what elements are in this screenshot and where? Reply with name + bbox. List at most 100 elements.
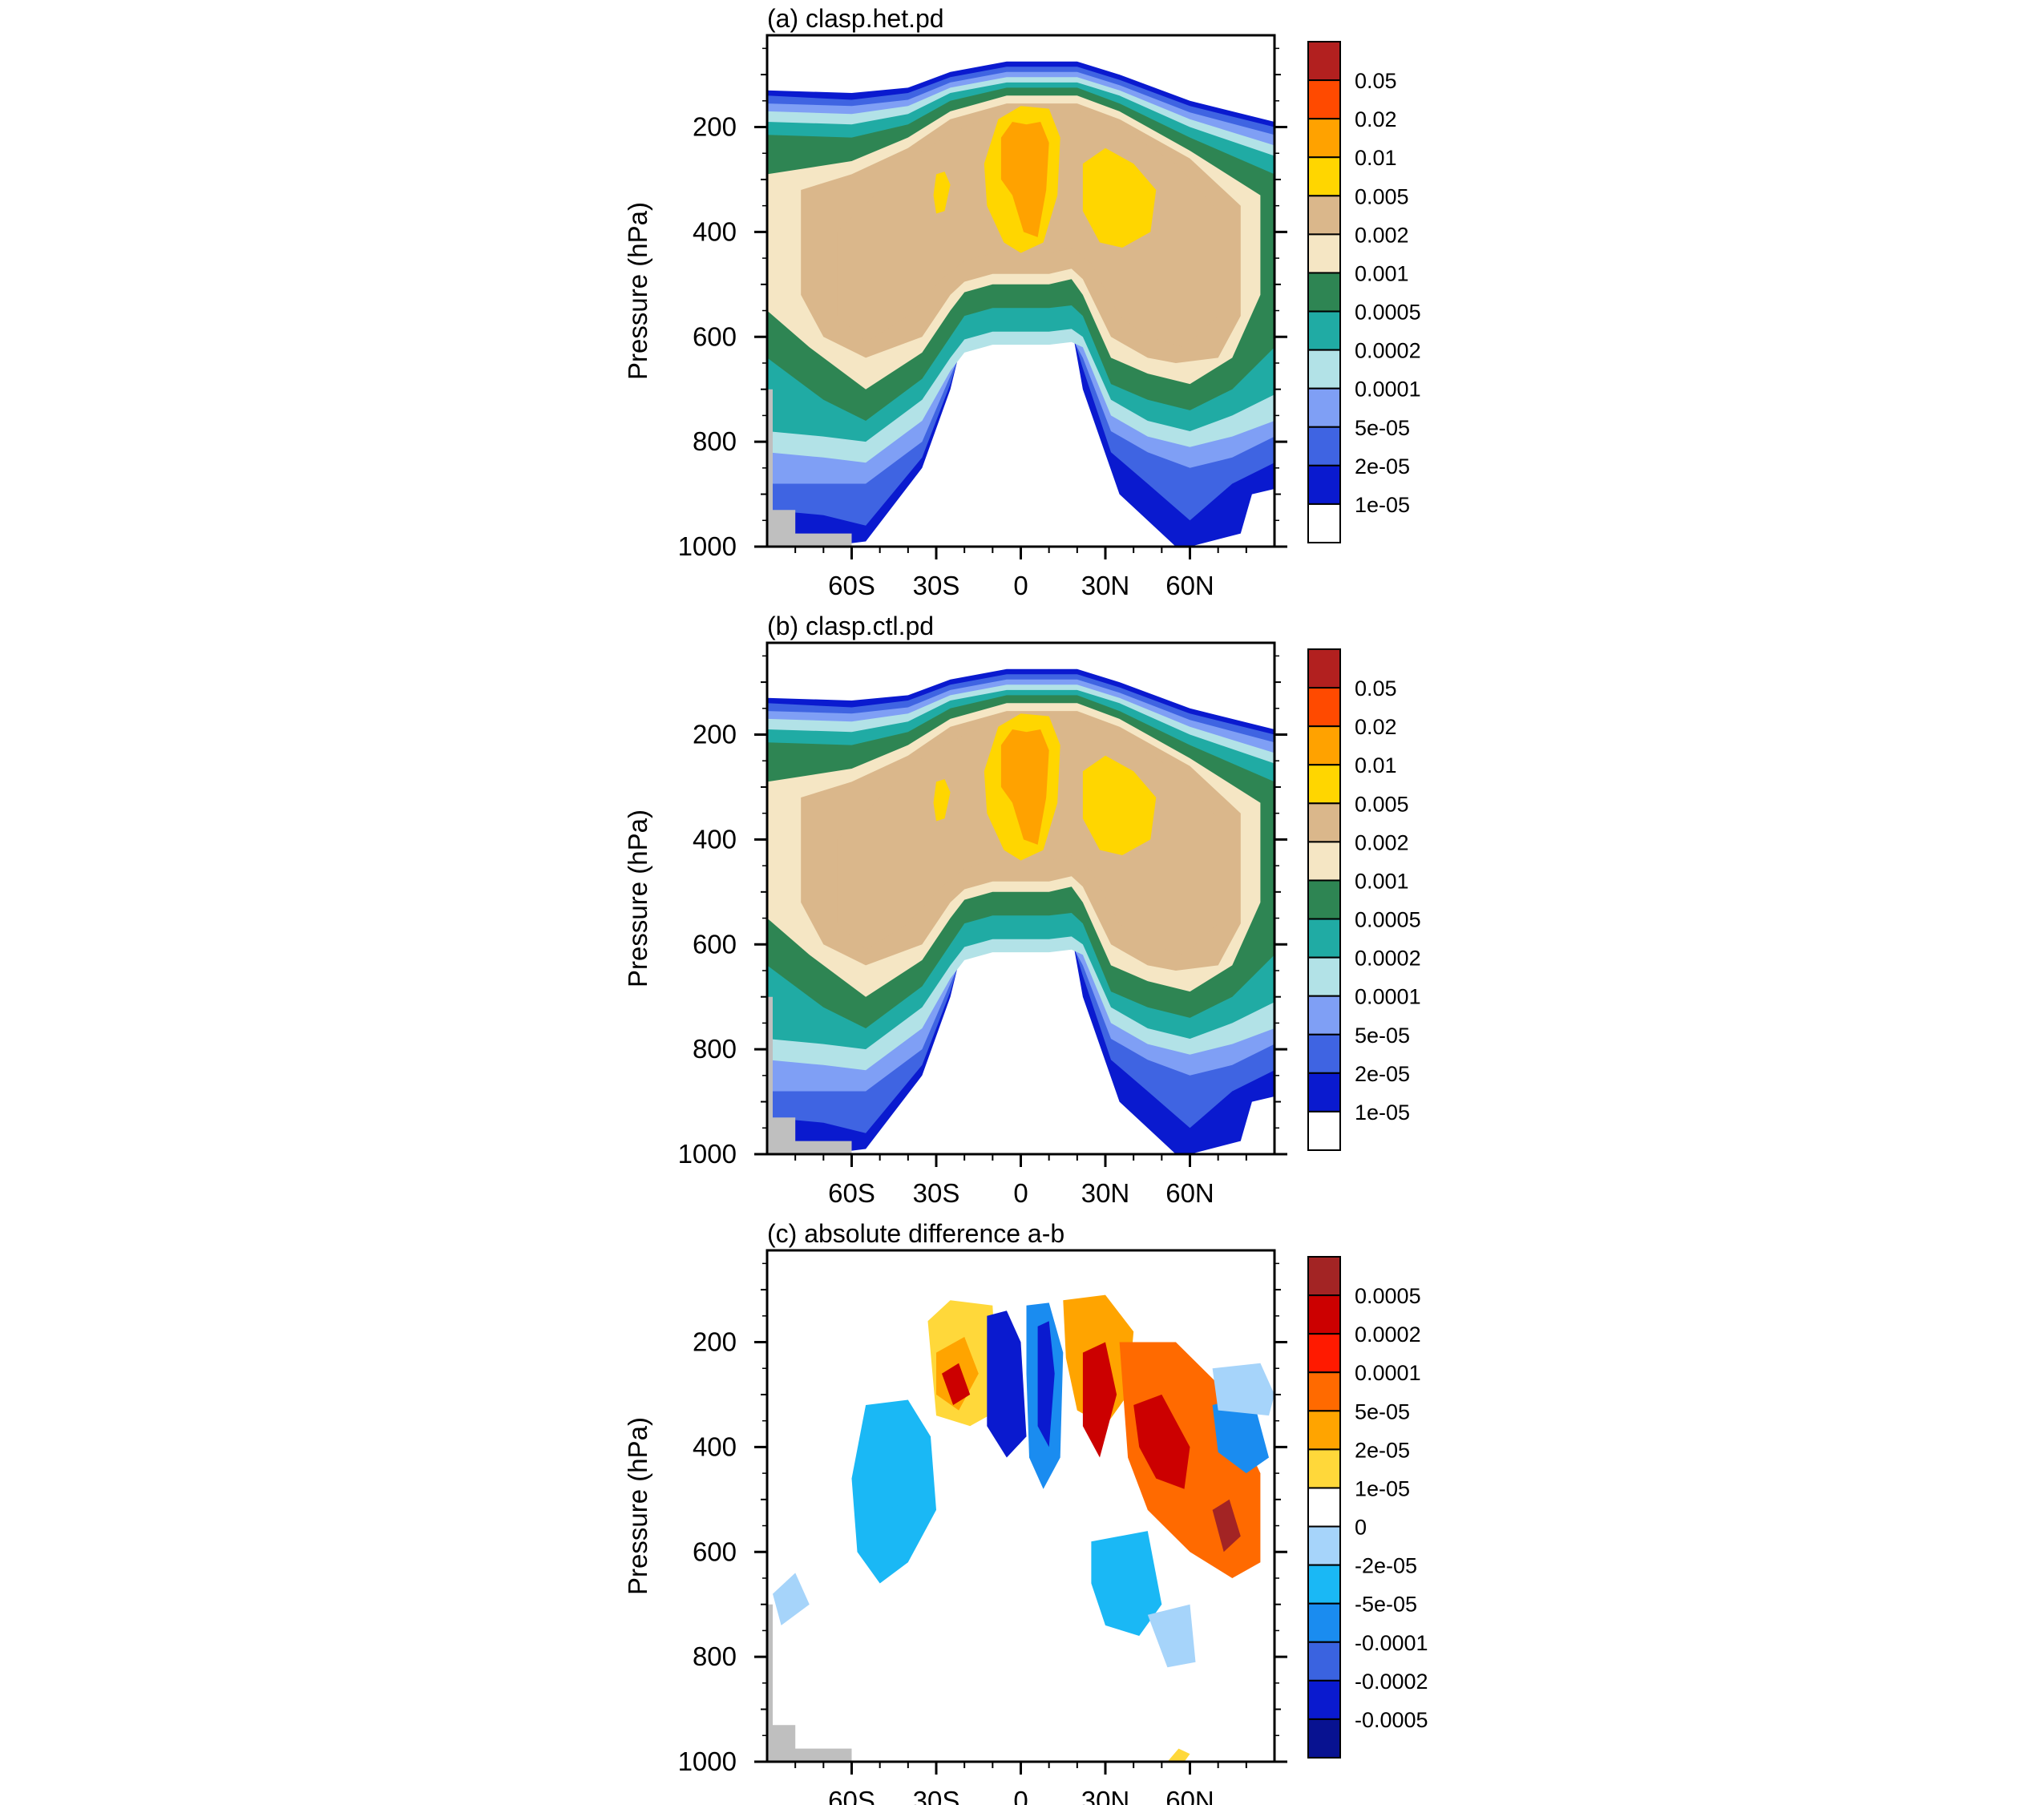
contour-level-0.0002 [1082,1342,1117,1458]
x-tick-label: 30N [1081,1178,1130,1208]
colorbar-swatch [1307,310,1341,351]
y-axis-label: Pressure (hPa) [623,1417,652,1595]
colorbar-label: 1e-05 [1355,493,1410,517]
x-tick-label: 60N [1165,1786,1214,1805]
y-tick-label: 400 [693,824,737,854]
y-tick-label: 400 [693,216,737,246]
colorbar-swatch [1307,687,1341,728]
contour-field [767,643,1274,1154]
colorbar-swatch [1307,1641,1341,1682]
y-tick-label: 1000 [678,531,737,561]
colorbar: 0.05 0.02 0.01 0.005 0.002 0.001 0.0005 0.0002 0… [1307,648,1421,1152]
x-tick-label: 60S [828,1178,875,1208]
colorbar-label: 0.0002 [1355,947,1421,971]
colorbar-swatch [1307,648,1341,689]
colorbar-swatch [1307,1718,1341,1759]
x-tick-label: 30S [913,1178,960,1208]
colorbar-swatch [1307,995,1341,1036]
missing-data-region [767,996,852,1154]
colorbar-swatch [1307,156,1341,197]
contour-level--5e-05 [1091,1531,1162,1636]
colorbar-swatch [1307,233,1341,274]
x-tick-label: 0 [1013,1786,1028,1805]
colorbar-label: -0.0005 [1355,1708,1428,1732]
colorbar-swatch [1307,79,1341,120]
contour-level-0 [773,1399,846,1553]
colorbar-swatch [1307,1410,1341,1451]
colorbar-swatch [1307,1679,1341,1720]
colorbar-swatch [1307,841,1341,882]
missing-data-region [767,389,852,547]
x-tick-label: 60S [828,571,875,600]
colorbar-label: 0.0002 [1355,1322,1421,1347]
colorbar-label: 1e-05 [1355,1100,1410,1125]
colorbar-swatch [1307,503,1341,544]
contour-level-0.005 [933,779,951,822]
contour-level--2e-05 [1147,1604,1196,1668]
colorbar-swatch [1307,464,1341,505]
contour-level--0.0005 [987,1310,1027,1458]
y-tick-label: 600 [693,321,737,351]
colorbar-label: 0.01 [1355,753,1397,777]
y-tick-label: 400 [693,1431,737,1461]
colorbar-label: 0.001 [1355,261,1409,285]
colorbar-label: 0.05 [1355,69,1397,93]
colorbar-swatch [1307,802,1341,843]
colorbar-label: 0.0001 [1355,1361,1421,1385]
y-tick-label: 800 [693,1034,737,1064]
colorbar-label: 0.02 [1355,715,1397,739]
y-tick-label: 800 [693,1641,737,1671]
colorbar-label: 0.0001 [1355,985,1421,1009]
x-tick-label: 30S [913,1786,960,1805]
colorbar-swatch [1307,1033,1341,1074]
x-tick-label: 0 [1013,571,1028,600]
colorbar-swatch [1307,918,1341,959]
colorbar-swatch [1307,426,1341,466]
colorbar-swatch [1307,1602,1341,1643]
x-tick-label: 30N [1081,1786,1130,1805]
colorbar-swatch [1307,1564,1341,1605]
contour-field [767,35,1274,547]
colorbar-label: 2e-05 [1355,1062,1410,1086]
contour-field [767,1250,1274,1762]
contour-level-0.01 [1000,729,1049,845]
y-tick-label: 800 [693,426,737,456]
colorbar-swatch [1307,41,1341,82]
colorbar-swatch [1307,1256,1341,1297]
y-tick-label: 200 [693,112,737,142]
colorbar-swatch [1307,1333,1341,1374]
y-axis-label: Pressure (hPa) [623,810,652,987]
contour-level--0.0001 [1212,1394,1269,1474]
contour-level--0.0005 [1037,1321,1055,1448]
panel-a: (a) clasp.het.pd Pressure (hPa) 200 400 600 8… [623,4,1421,600]
x-tick-label: 60N [1165,571,1214,600]
x-tick-label: 30N [1081,571,1130,600]
y-tick-label: 200 [693,1327,737,1357]
colorbar-label: 0.0005 [1355,301,1421,325]
colorbar-label: 0.005 [1355,184,1409,208]
y-tick-label: 600 [693,1536,737,1566]
x-tick-label: 30S [913,571,960,600]
colorbar-swatch [1307,387,1341,428]
y-tick-label: 1000 [678,1139,737,1169]
colorbar-swatch [1307,1072,1341,1112]
y-tick-label: 1000 [678,1746,737,1776]
contour-level-0.0002 [942,1363,971,1405]
panel-c: (c) absolute difference a-b Pressure (hPa… [623,1219,1428,1805]
colorbar-swatch [1307,272,1341,313]
colorbar-label: 0.0005 [1355,908,1421,932]
contour-level--2e-05 [1212,1363,1274,1416]
colorbar-swatch [1307,349,1341,390]
panel-title: (c) absolute difference a-b [767,1219,1064,1248]
colorbar-swatch [1307,118,1341,159]
colorbar-label: 0.001 [1355,869,1409,893]
colorbar-label: -5e-05 [1355,1593,1417,1617]
colorbar-label: 0.0001 [1355,378,1421,402]
colorbar-label: -0.0002 [1355,1670,1428,1694]
contour-level-0.0002 [1133,1394,1190,1489]
contour-level-0.01 [1000,122,1049,237]
colorbar-label: 0.0002 [1355,339,1421,363]
colorbar-label: 0.02 [1355,107,1397,131]
colorbar-swatch [1307,879,1341,920]
panel-b: (b) clasp.ctl.pd Pressure (hPa) 200 400 600 8… [623,612,1421,1208]
